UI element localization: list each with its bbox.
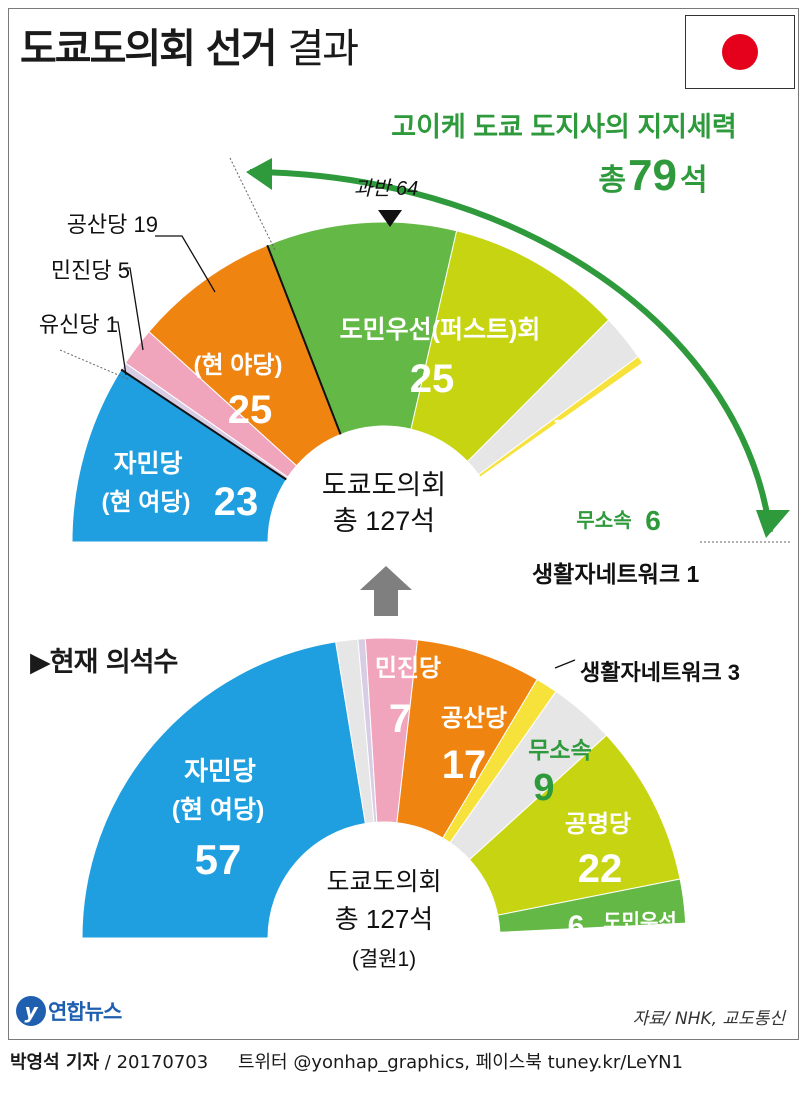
seat-slice-network-7 bbox=[477, 355, 644, 478]
value-ldp: 23 bbox=[214, 480, 259, 524]
majority-label: 과반 64 bbox=[354, 178, 419, 200]
result-center-total: 총 127석 bbox=[333, 506, 435, 536]
koike-support-label: 고이케 도쿄 도지사의 지지세력 bbox=[391, 112, 736, 142]
up-arrow-icon bbox=[360, 566, 412, 616]
label-tomin: 도민우선(퍼스트)회 bbox=[340, 316, 541, 344]
title-bold: 도쿄도의회 선거 bbox=[20, 26, 278, 72]
ishin-leader bbox=[112, 321, 127, 376]
cur-label-minshin: 민진당 bbox=[375, 655, 441, 682]
label-ldp: 자민당 bbox=[113, 450, 182, 478]
label-ldp-sub: (현 여당) bbox=[102, 489, 191, 516]
footer-credits: 박영석 기자 / 20170703 트위터 @yonhap_graphics, … bbox=[10, 1048, 683, 1074]
result-chart bbox=[71, 221, 644, 543]
value-opposition: 25 bbox=[228, 388, 273, 432]
koike-arc bbox=[249, 169, 773, 533]
seat-slice-komeito-5 bbox=[410, 230, 610, 463]
yonhap-logo: y 연합뉴스 bbox=[16, 996, 122, 1030]
arrow-down-right bbox=[756, 510, 790, 538]
reporter: 박영석 기자 bbox=[10, 1052, 100, 1073]
seat-slice-ldp-0 bbox=[81, 641, 367, 939]
label-independent: 무소속 bbox=[576, 509, 631, 532]
seat-slice-tomin-8 bbox=[497, 878, 687, 933]
cur-value-minshin: 7 bbox=[389, 697, 411, 741]
minshin-leader bbox=[123, 267, 144, 351]
network-leader bbox=[554, 659, 576, 669]
current-chart bbox=[81, 637, 687, 939]
cur-value-tomin: 6 bbox=[568, 910, 585, 943]
yonhap-logo-icon: y bbox=[16, 996, 46, 1026]
cur-value-kyosan: 17 bbox=[442, 743, 487, 787]
label-komeito: 공명당 bbox=[551, 418, 620, 446]
social-links: 트위터 @yonhap_graphics, 페이스북 tuney.kr/LeYN… bbox=[237, 1052, 683, 1073]
label-network: 생활자네트워크 1 bbox=[532, 561, 700, 587]
seat-slice-tomin-4 bbox=[266, 221, 458, 436]
arrow-left bbox=[246, 158, 272, 190]
cur-value-komeito: 22 bbox=[578, 847, 623, 891]
result-center-title: 도쿄도의회 bbox=[322, 470, 446, 500]
publish-date: / 20170703 bbox=[99, 1052, 209, 1073]
bloc-divider bbox=[266, 244, 342, 435]
majority-marker-icon bbox=[378, 210, 402, 227]
value-tomin: 25 bbox=[410, 357, 455, 401]
kyosan-leader bbox=[155, 235, 216, 293]
flag-sun bbox=[722, 34, 758, 70]
seat-slice-ldp-0 bbox=[71, 368, 287, 543]
cur-value-independent: 9 bbox=[533, 767, 554, 809]
title-light: 결과 bbox=[287, 26, 359, 72]
koike-total-number: 79 bbox=[628, 151, 677, 200]
label-minshin: 민진당 5 bbox=[51, 258, 130, 283]
cur-label-kyosan: 공산당 bbox=[441, 705, 507, 732]
value-komeito: 23 bbox=[564, 451, 609, 495]
cur-label-tomin: 도민우선 bbox=[603, 910, 677, 933]
label-ishin: 유신당 1 bbox=[39, 312, 118, 337]
chart-annotations bbox=[59, 157, 790, 669]
label-opposition: (현 야당) bbox=[194, 352, 283, 379]
bloc-divider bbox=[120, 368, 287, 481]
cur-value-ldp: 57 bbox=[195, 836, 242, 883]
value-independent: 6 bbox=[645, 505, 661, 536]
page-title: 도쿄도의회 선거 결과 bbox=[20, 16, 359, 74]
opposition-guide bbox=[59, 349, 131, 381]
cur-label-ldp-sub: (현 여당) bbox=[172, 796, 265, 824]
koike-total-prefix: 총 bbox=[598, 164, 626, 197]
yonhap-logo-text: 연합뉴스 bbox=[48, 1000, 122, 1024]
koike-total-suffix: 석 bbox=[680, 164, 708, 197]
current-section-label: ▶현재 의석수 bbox=[30, 647, 178, 678]
current-center-title: 도쿄도의회 bbox=[326, 868, 441, 896]
cur-label-independent: 무소속 bbox=[528, 737, 591, 763]
cur-label-ldp: 자민당 bbox=[184, 756, 256, 786]
label-kyosan: 공산당 19 bbox=[67, 212, 158, 237]
current-center-vacancy: (결원1) bbox=[352, 948, 416, 971]
data-source: 자료/ NHK, 교도통신 bbox=[632, 1009, 785, 1029]
japan-flag-icon bbox=[685, 15, 795, 89]
cur-label-network: 생활자네트워크 3 bbox=[580, 660, 740, 685]
current-center-total: 총 127석 bbox=[335, 904, 433, 934]
majority-guide bbox=[229, 157, 276, 251]
cur-label-komeito: 공명당 bbox=[565, 811, 631, 838]
